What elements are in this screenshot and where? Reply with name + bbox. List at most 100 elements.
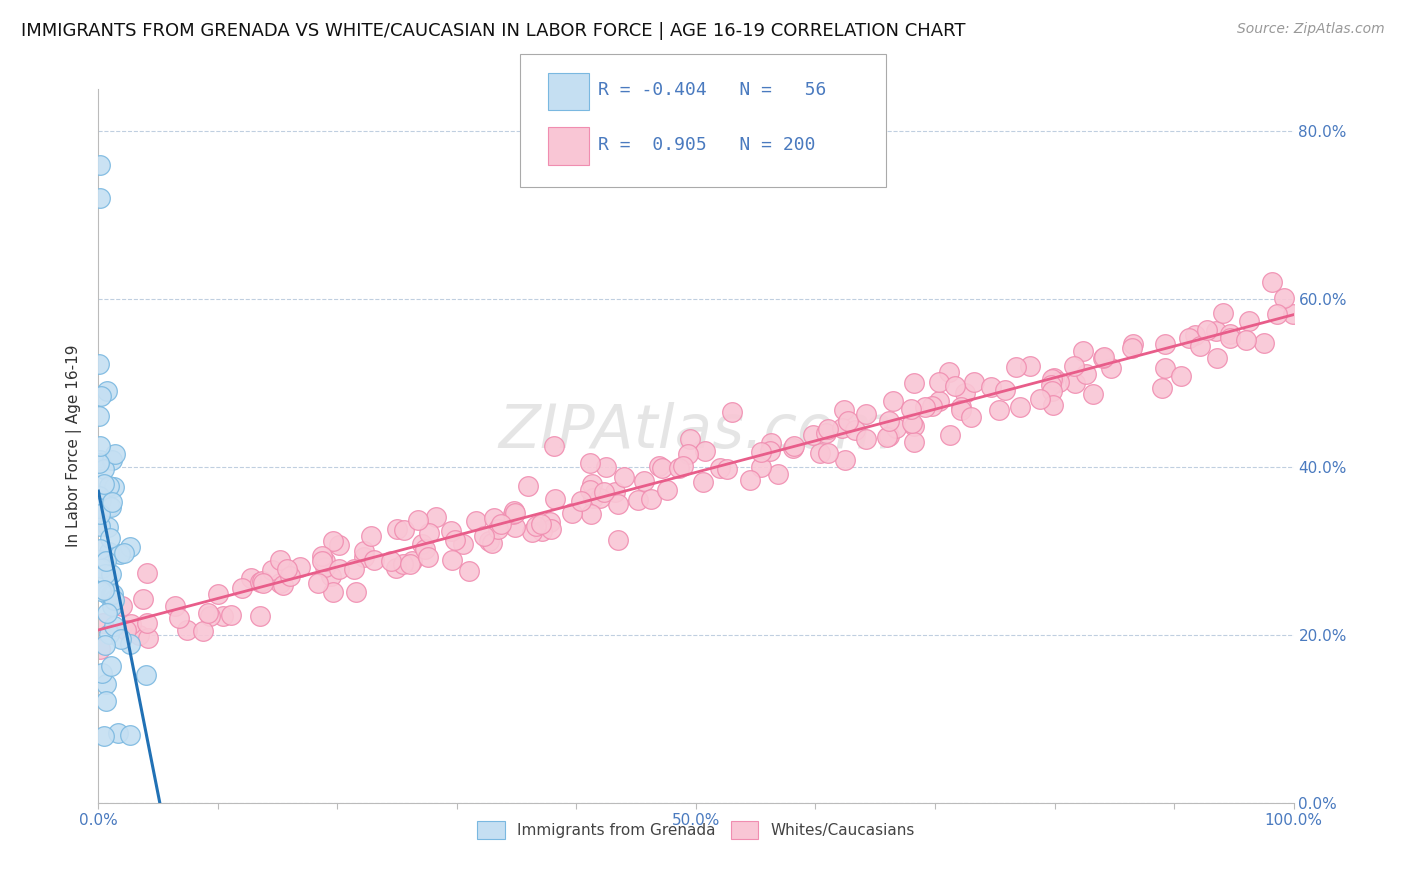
Point [398, 557, 420, 571]
Point [801, 428, 824, 442]
Point [322, 585, 344, 599]
Point [118, 540, 141, 554]
Point [103, 619, 125, 633]
Point [882, 394, 904, 409]
Point [441, 553, 464, 567]
Point [605, 484, 627, 499]
Point [290, 560, 312, 574]
Point [579, 483, 602, 497]
Point [832, 403, 855, 417]
Point [980, 380, 1002, 394]
Point [903, 434, 925, 449]
Point [1019, 359, 1042, 374]
Point [505, 506, 527, 520]
Point [90, 389, 112, 403]
Point [94, 554, 117, 568]
Point [90, 584, 112, 599]
Point [1063, 359, 1085, 374]
Point [1184, 327, 1206, 342]
Point [276, 562, 298, 576]
Point [100, 587, 122, 601]
Point [1099, 360, 1122, 375]
Point [1040, 372, 1063, 386]
Point [679, 432, 702, 446]
Point [321, 568, 343, 582]
Point [93, 462, 115, 476]
Point [1261, 275, 1284, 289]
Text: R = -0.404   N =   56: R = -0.404 N = 56 [598, 81, 825, 99]
Point [94, 639, 117, 653]
Point [766, 467, 789, 482]
Point [163, 599, 186, 613]
Point [581, 477, 603, 491]
Point [540, 522, 562, 536]
Point [314, 554, 336, 568]
Point [1064, 376, 1087, 391]
Point [481, 536, 503, 550]
Point [1121, 341, 1143, 355]
Point [817, 422, 839, 436]
Point [115, 624, 138, 638]
Legend: Immigrants from Grenada, Whites/Caucasians: Immigrants from Grenada, Whites/Caucasia… [471, 815, 921, 845]
Point [522, 524, 544, 539]
Point [491, 516, 513, 531]
Point [721, 405, 744, 419]
Point [112, 546, 135, 560]
Point [538, 515, 561, 529]
Point [960, 410, 983, 425]
Point [89, 456, 111, 470]
Point [363, 553, 385, 567]
Point [271, 578, 294, 592]
Point [648, 458, 671, 473]
Point [651, 460, 673, 475]
Point [311, 554, 333, 568]
Point [606, 497, 628, 511]
Point [307, 575, 329, 590]
Point [886, 421, 908, 435]
Point [1234, 334, 1257, 348]
Point [401, 554, 423, 568]
Point [94, 694, 117, 708]
Point [502, 507, 524, 521]
Point [132, 592, 155, 607]
Point [928, 376, 950, 390]
Point [97, 627, 120, 641]
Point [96, 384, 118, 399]
Point [1092, 350, 1115, 364]
Point [311, 549, 333, 563]
Point [758, 444, 780, 458]
Point [1178, 331, 1201, 345]
Point [269, 553, 291, 567]
Point [108, 548, 131, 562]
Point [692, 475, 714, 489]
Point [578, 456, 600, 470]
Point [1071, 344, 1094, 359]
Point [100, 453, 122, 467]
Point [110, 632, 132, 646]
Point [249, 575, 271, 590]
Point [98, 479, 121, 493]
Point [1188, 339, 1211, 353]
Point [1074, 368, 1097, 382]
Point [176, 623, 198, 637]
Point [198, 609, 221, 624]
Point [207, 587, 229, 601]
Point [524, 518, 547, 533]
Point [903, 418, 925, 433]
Point [581, 507, 603, 521]
Point [928, 394, 950, 409]
Point [465, 514, 488, 528]
Point [633, 474, 655, 488]
Point [486, 522, 509, 536]
Point [955, 385, 977, 400]
Point [94, 566, 117, 581]
Point [613, 470, 636, 484]
Point [101, 495, 124, 509]
Point [903, 376, 925, 391]
Point [169, 611, 191, 625]
Point [877, 414, 900, 428]
Point [418, 525, 440, 540]
Point [668, 461, 690, 475]
Point [87, 409, 110, 424]
Point [1219, 331, 1241, 345]
